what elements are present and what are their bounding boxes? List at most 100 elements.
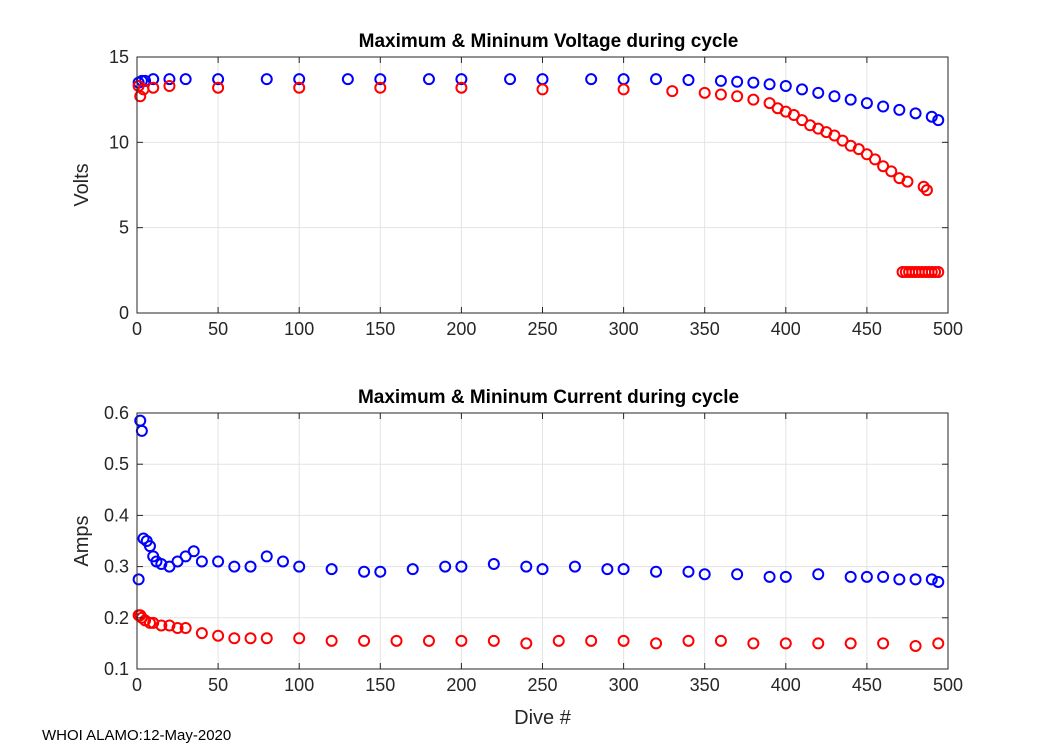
data-point [520,560,533,573]
data-point [325,634,338,647]
x-tick-label: 300 [609,319,639,339]
x-tick-label: 450 [852,675,882,695]
x-tick-label: 250 [527,675,557,695]
x-tick-label: 50 [208,675,228,695]
voltage-plot: 0 50 100 150 200 250 300 350 400 450 500 0 5 10 15 Maxi… [71,31,963,339]
data-point [212,629,225,642]
x-tick-label: 350 [690,675,720,695]
data-point [844,93,857,106]
data-point [504,73,517,86]
x-tick-label: 150 [365,319,395,339]
y-tick-label: 0 [119,303,129,323]
x-tick-label: 200 [446,675,476,695]
data-point [212,81,225,94]
data-point [860,570,873,583]
x-tick-label: 250 [527,319,557,339]
data-point [763,570,776,583]
data-point [228,632,241,645]
data-point [179,622,192,635]
series-2 [896,266,945,279]
x-tick-label: 500 [933,675,963,695]
data-point [909,573,922,586]
data-point [893,573,906,586]
x-tick-label: 100 [284,319,314,339]
data-point [487,634,500,647]
data-point [212,73,225,86]
current-plot: 0 50 100 150 200 250 300 350 400 450 500 0.1 0.2 0.3 0… [71,387,963,729]
data-point [187,545,200,558]
data-point [171,622,184,635]
data-point [885,165,898,178]
data-point [260,73,273,86]
data-point [293,632,306,645]
data-point [869,153,882,166]
data-point [147,81,160,94]
x-tick-label: 50 [208,319,228,339]
data-point [617,83,630,96]
data-point [244,632,257,645]
y-tick-label: 0.3 [104,557,129,577]
data-point [877,570,890,583]
data-point [260,632,273,645]
data-point [650,565,663,578]
data-point [143,540,156,553]
data-point [422,634,435,647]
data-point [650,637,663,650]
y-tick-label: 0.5 [104,454,129,474]
data-point [147,73,160,86]
data-point [568,560,581,573]
data-point [244,560,257,573]
data-point [909,107,922,120]
data-point [747,93,760,106]
data-point [520,637,533,650]
data-point [147,616,160,629]
data-point [358,634,371,647]
data-point [932,575,945,588]
data-point [341,73,354,86]
data-point [374,73,387,86]
data-point [137,532,150,545]
data-point [195,627,208,640]
data-point [901,175,914,188]
data-point [650,73,663,86]
data-point [731,568,744,581]
data-point [779,570,792,583]
data-point [860,97,873,110]
x-tick-label: 0 [132,319,142,339]
data-point [132,573,145,586]
data-point [406,563,419,576]
series-0 [132,73,945,127]
data-point [893,103,906,116]
y-tick-label: 10 [109,132,129,152]
x-tick-label: 450 [852,319,882,339]
data-point [293,81,306,94]
x-tick-label: 300 [609,675,639,695]
data-point [390,634,403,647]
y-tick-label: 0.4 [104,505,129,525]
data-point [293,560,306,573]
data-point [917,180,930,193]
y-axis-label: Amps [71,515,93,566]
data-point [731,75,744,88]
data-point [552,634,565,647]
data-point [195,555,208,568]
y-axis-label: Volts [71,163,93,206]
data-point [731,90,744,103]
y-tick-label: 0.6 [104,403,129,423]
data-point [779,637,792,650]
data-point [682,74,695,87]
data-point [212,555,225,568]
data-point [228,560,241,573]
y-tick-label: 5 [119,218,129,238]
x-tick-label: 500 [933,319,963,339]
x-tick-label: 150 [365,675,395,695]
series-0 [132,414,945,588]
data-point [163,73,176,86]
data-point [812,637,825,650]
data-point [932,114,945,127]
data-point [920,184,933,197]
data-point [293,73,306,86]
data-point [812,568,825,581]
y-tick-label: 15 [109,47,129,67]
